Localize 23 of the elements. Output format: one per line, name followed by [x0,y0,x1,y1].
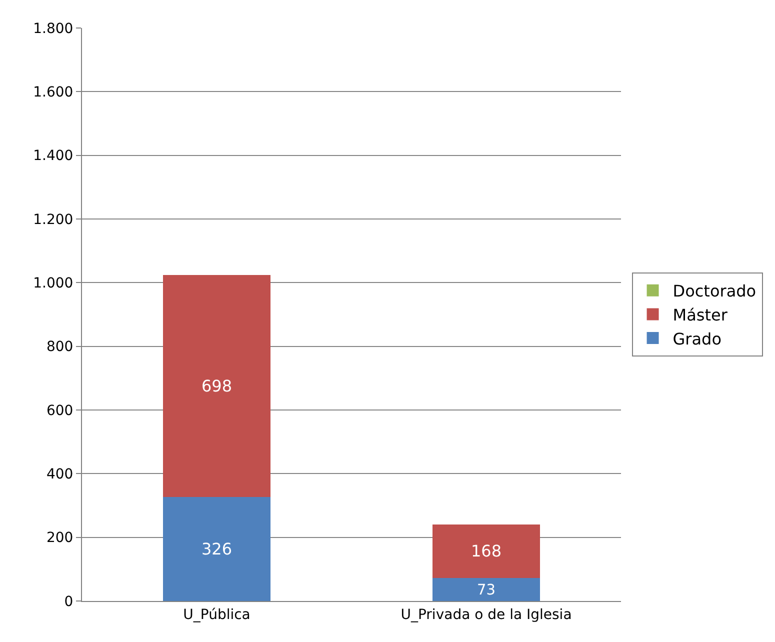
legend-label: Grado [672,329,722,348]
bar [162,275,271,498]
y-tick-label: 1.000 [33,276,74,292]
data-label: 326 [201,540,232,559]
data-label: 698 [201,376,232,396]
y-tick-label: 200 [46,530,74,546]
y-tick-label: 1.600 [33,84,74,101]
bar [162,497,271,601]
bar [432,578,540,601]
legend-label: Doctorado [672,282,756,301]
y-tick-label: 0 [64,594,74,610]
legend-label: Máster [672,305,728,324]
y-tick-label: 1.400 [33,148,74,164]
bar [432,524,540,578]
y-tick-label: 600 [46,402,74,419]
y-tick-label: 400 [46,466,74,483]
data-label: 73 [477,582,496,598]
data-label: 168 [470,542,502,561]
y-tick-label: 800 [46,339,74,356]
x-tick-label: U_Pública [183,606,250,623]
y-tick-label: 1.800 [33,20,74,37]
x-tick-label: U_Privada o de la Iglesia [400,606,572,623]
y-tick-label: 1.200 [33,212,74,228]
